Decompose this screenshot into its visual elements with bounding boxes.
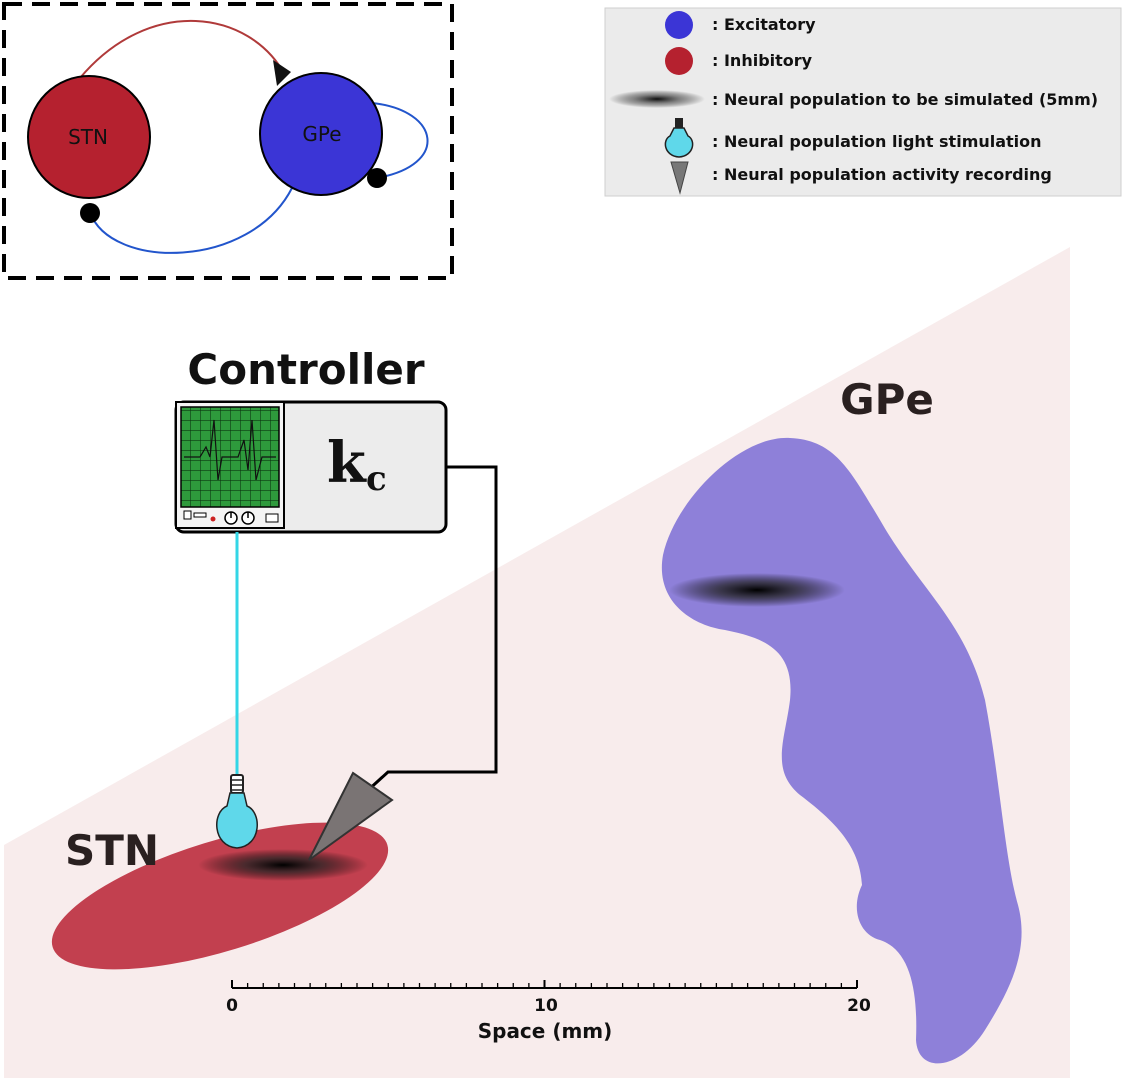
controller-gain-symbol: k — [327, 430, 367, 496]
neural-population-blob-icon — [609, 90, 705, 108]
stn-region-label: STN — [65, 826, 159, 875]
scale-minor-ticks — [231, 980, 858, 988]
recording-electrode-icon — [670, 161, 689, 195]
inset-gpe-label: GPe — [302, 122, 341, 146]
controller-title: Controller — [187, 345, 425, 394]
inset-stn-label: STN — [68, 125, 108, 149]
inhibitory-synapse-dot-icon — [80, 203, 100, 223]
legend-activity-recording: : Neural population activity recording — [712, 165, 1052, 184]
oscilloscope-switch-icon — [183, 510, 192, 520]
controller-device: k c — [174, 400, 448, 534]
stn-population-blob — [198, 849, 368, 881]
gpe-to-stn-link — [89, 187, 293, 254]
scale-tick-0: 0 — [226, 996, 238, 1016]
legend-inhibitory: : Inhibitory — [712, 51, 813, 70]
oscilloscope-trace — [184, 419, 276, 481]
circuit-inset: STN GPe — [2, 2, 454, 280]
light-bulb-icon — [664, 118, 694, 158]
gpe-node — [259, 72, 383, 196]
legend: : Excitatory : Inhibitory : Neural popul… — [604, 7, 1122, 197]
stn-to-gpe-link — [79, 19, 286, 79]
controller-gain-subscript: c — [366, 459, 387, 499]
recording-electrode — [308, 771, 394, 861]
legend-population: : Neural population to be simulated (5mm… — [712, 90, 1098, 109]
oscilloscope-port-icon — [265, 513, 279, 523]
arrowhead-icon — [273, 60, 291, 86]
legend-excitatory: : Excitatory — [712, 15, 816, 34]
legend-light-stimulation: : Neural population light stimulation — [712, 132, 1042, 151]
stn-node — [27, 75, 151, 199]
scale-bar: 0 10 20 Space (mm) — [226, 980, 871, 1043]
scale-tick-20: 20 — [847, 996, 871, 1016]
inhibitory-synapse-dot-icon — [367, 168, 387, 188]
gpe-self-loop — [371, 102, 429, 179]
scale-tick-10: 10 — [534, 996, 558, 1016]
oscilloscope-slot-icon — [193, 512, 207, 518]
oscilloscope-led-icon — [210, 516, 216, 522]
inhibitory-dot-icon — [665, 47, 693, 75]
gpe-region-label: GPe — [840, 375, 934, 424]
recording-wire — [364, 465, 498, 794]
gpe-population-blob — [669, 573, 845, 607]
excitatory-dot-icon — [665, 11, 693, 39]
stimulation-light-bulb-icon — [216, 774, 258, 849]
scale-axis-label: Space (mm) — [478, 1019, 613, 1043]
